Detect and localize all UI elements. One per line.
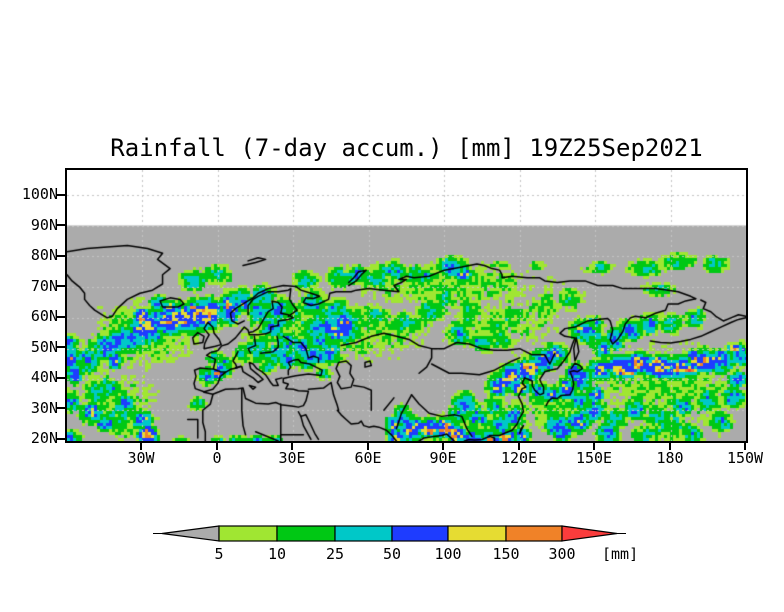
lat-tick-label: 20N bbox=[30, 429, 58, 447]
colorbar-unit-label: [mm] bbox=[602, 545, 638, 563]
lon-tick-label: 90E bbox=[429, 449, 457, 467]
colorbar-segment bbox=[447, 525, 507, 542]
lat-tick-mark bbox=[57, 377, 66, 379]
colorbar-level-label: 150 bbox=[492, 545, 519, 563]
lon-tick-mark bbox=[442, 443, 444, 450]
rainfall-map-canvas bbox=[67, 170, 746, 441]
lon-tick-mark bbox=[744, 443, 746, 450]
lat-tick-label: 70N bbox=[30, 277, 58, 295]
lon-tick-mark bbox=[593, 443, 595, 450]
lon-tick-label: 30W bbox=[127, 449, 155, 467]
lat-tick-mark bbox=[57, 224, 66, 226]
colorbar-segment bbox=[334, 525, 393, 542]
colorbar-above-max-arrow bbox=[561, 525, 618, 542]
lon-tick-mark bbox=[518, 443, 520, 450]
lat-tick-label: 100N bbox=[21, 185, 58, 203]
page-title: Rainfall (7-day accum.) [mm] 19Z25Sep202… bbox=[110, 134, 703, 162]
lon-tick-label: 120E bbox=[500, 449, 538, 467]
lat-tick-mark bbox=[57, 438, 66, 440]
lat-tick-mark bbox=[57, 285, 66, 287]
lat-tick-mark bbox=[57, 407, 66, 409]
lon-tick-mark bbox=[291, 443, 293, 450]
colorbar: 5 10 25 50 100 150 300 [mm] bbox=[153, 525, 638, 563]
lat-tick-mark bbox=[57, 346, 66, 348]
colorbar-level-label: 5 bbox=[214, 545, 223, 563]
colorbar-segment bbox=[391, 525, 449, 542]
lon-tick-label: 150W bbox=[726, 449, 764, 467]
lon-tick-label: 30E bbox=[278, 449, 306, 467]
colorbar-level-label: 100 bbox=[434, 545, 461, 563]
colorbar-segment bbox=[276, 525, 336, 542]
lat-tick-mark bbox=[57, 316, 66, 318]
lat-tick-label: 30N bbox=[30, 399, 58, 417]
lat-tick-mark bbox=[57, 194, 66, 196]
lat-tick-label: 60N bbox=[30, 307, 58, 325]
lon-tick-mark bbox=[367, 443, 369, 450]
lon-tick-label: 60E bbox=[354, 449, 382, 467]
lat-tick-label: 50N bbox=[30, 338, 58, 356]
lon-tick-mark bbox=[140, 443, 142, 450]
colorbar-level-label: 300 bbox=[548, 545, 575, 563]
colorbar-below-min-arrow bbox=[161, 525, 220, 542]
map-frame bbox=[65, 168, 748, 443]
lon-tick-mark bbox=[669, 443, 671, 450]
colorbar-level-label: 25 bbox=[326, 545, 344, 563]
colorbar-level-label: 50 bbox=[383, 545, 401, 563]
lon-tick-label: 150E bbox=[575, 449, 613, 467]
lon-tick-label: 180 bbox=[656, 449, 684, 467]
lat-tick-label: 90N bbox=[30, 216, 58, 234]
colorbar-segment bbox=[218, 525, 278, 542]
lon-tick-mark bbox=[216, 443, 218, 450]
colorbar-segment bbox=[505, 525, 563, 542]
lat-tick-label: 80N bbox=[30, 246, 58, 264]
lon-tick-label: 0 bbox=[212, 449, 222, 467]
colorbar-level-label: 10 bbox=[268, 545, 286, 563]
lat-tick-label: 40N bbox=[30, 368, 58, 386]
lat-tick-mark bbox=[57, 255, 66, 257]
